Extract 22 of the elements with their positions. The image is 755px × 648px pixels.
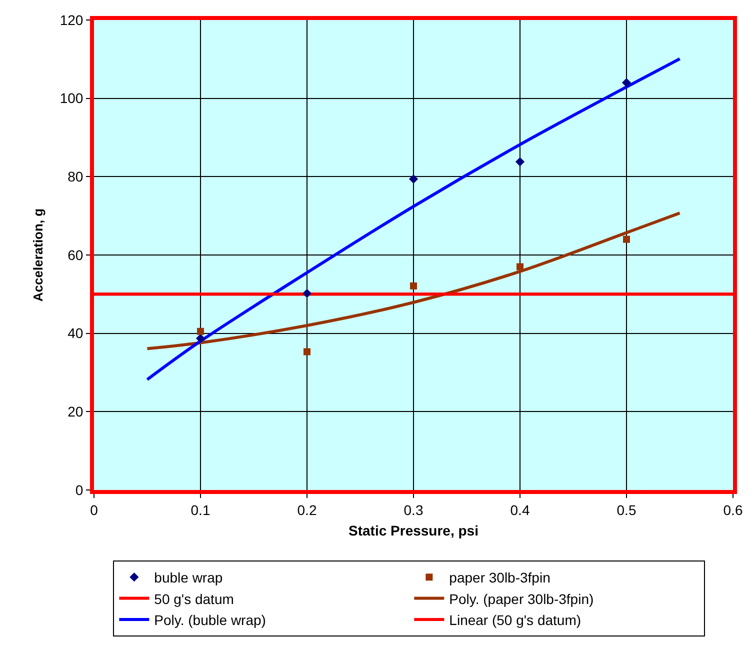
x-tick-label: 0.6	[723, 502, 743, 518]
legend-label: Poly. (buble wrap)	[154, 612, 266, 628]
y-tick-label: 100	[60, 90, 84, 106]
x-axis-title: Static Pressure, psi	[348, 522, 478, 539]
legend-label: Poly. (paper 30lb-3fpin)	[449, 590, 594, 607]
y-tick-label: 20	[68, 404, 84, 420]
x-tick-label: 0	[90, 502, 98, 518]
x-tick-label: 0.1	[190, 502, 210, 518]
legend-label: Linear (50 g's datum)	[449, 612, 582, 628]
legend-label: buble wrap	[154, 570, 223, 586]
y-tick-label: 120	[60, 12, 84, 28]
y-tick-label: 0	[75, 482, 84, 498]
x-tick-label: 0.2	[297, 502, 317, 518]
legend-label: paper 30lb-3fpin	[449, 570, 550, 586]
x-tick-label: 0.3	[404, 502, 424, 518]
y-axis-title: Acceleration, g	[30, 208, 46, 302]
y-tick-label: 60	[68, 246, 84, 263]
y-tick-label: 80	[68, 168, 84, 185]
y-tick-label: 40	[68, 325, 84, 342]
x-tick-label: 0.5	[616, 502, 636, 518]
x-tick-label: 0.4	[510, 502, 530, 518]
legend-label: 50 g's datum	[154, 590, 234, 607]
